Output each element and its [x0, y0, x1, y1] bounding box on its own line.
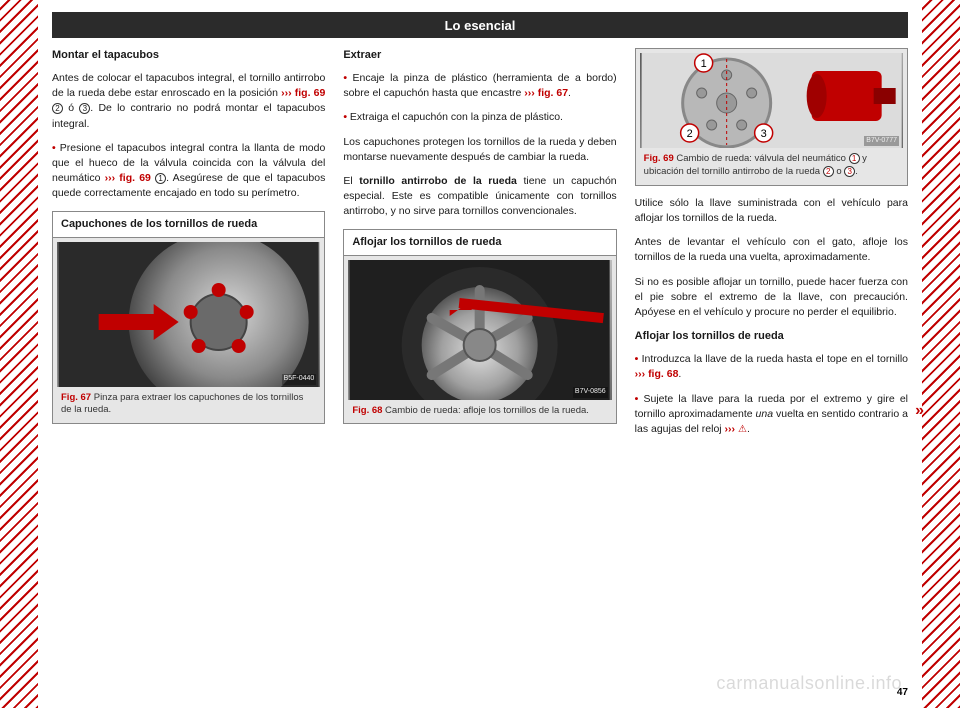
figure-69-caption: Fig. 69 Cambio de rueda: válvula del neu…	[640, 148, 903, 181]
continuation-icon: »	[915, 399, 924, 422]
paragraph: Antes de colocar el tapacubos integral, …	[52, 71, 325, 132]
cross-ref: ››› fig. 69	[105, 172, 151, 184]
callout-2: 2	[823, 166, 834, 177]
cross-ref: ››› fig. 68	[635, 368, 679, 380]
figure-68-image: B7V-0856	[348, 260, 611, 400]
hatch-border-right	[922, 0, 960, 708]
bullet-item: Encaje la pinza de plástico (herramienta…	[343, 71, 616, 101]
svg-text:3: 3	[760, 128, 766, 140]
hatch-border-left	[0, 0, 38, 708]
paragraph: Antes de levantar el vehículo con el gat…	[635, 235, 908, 265]
figure-67-caption: Fig. 67 Pinza para extraer los capuchone…	[57, 387, 320, 420]
column-2: Extraer Encaje la pinza de plástico (her…	[343, 48, 616, 446]
figure-67: B5F-0440 Fig. 67 Pinza para extraer los …	[52, 237, 325, 425]
paragraph: El tornillo antirrobo de la rueda tiene …	[343, 174, 616, 220]
column-1: Montar el tapacubos Antes de colocar el …	[52, 48, 325, 446]
page-content: Lo esencial Montar el tapacubos Antes de…	[52, 12, 908, 696]
callout-1: 1	[849, 153, 860, 164]
heading-aflojar: Aflojar los tornillos de rueda	[635, 329, 908, 345]
cross-ref: ››› fig. 67	[524, 87, 568, 99]
warning-icon: ⚠	[738, 424, 747, 435]
italic-term: una	[756, 408, 774, 420]
heading-montar: Montar el tapacubos	[52, 48, 325, 64]
callout-3: 3	[844, 166, 855, 177]
figure-67-image: B5F-0440	[57, 242, 320, 387]
figure-68-caption: Fig. 68 Cambio de rueda: afloje los torn…	[348, 400, 611, 420]
figure-69: 1 2 3 B7V-0777 Fig. 69 Cambio de rueda: …	[635, 48, 908, 186]
wheel-illustration-67	[57, 242, 320, 387]
svg-text:2: 2	[686, 128, 692, 140]
watermark: carmanualsonline.info	[716, 673, 902, 694]
heading-capuchones: Capuchones de los tornillos de rueda	[52, 211, 325, 237]
callout-1: 1	[155, 173, 166, 184]
figure-69-image: 1 2 3 B7V-0777	[640, 53, 903, 148]
bullet-item: Introduzca la llave de la rueda hasta el…	[635, 352, 908, 382]
bold-term: tornillo antirrobo de la rueda	[359, 175, 517, 187]
paragraph: Si no es posible aflojar un tornillo, pu…	[635, 275, 908, 321]
heading-extraer: Extraer	[343, 48, 616, 64]
callout-2: 2	[52, 103, 63, 114]
image-code: B7V-0856	[573, 387, 608, 397]
three-column-layout: Montar el tapacubos Antes de colocar el …	[52, 48, 908, 446]
callout-3: 3	[79, 103, 90, 114]
paragraph: Los capuchones protegen los tornillos de…	[343, 135, 616, 165]
section-header: Lo esencial	[52, 12, 908, 38]
figure-68: B7V-0856 Fig. 68 Cambio de rueda: afloje…	[343, 255, 616, 425]
svg-text:1: 1	[700, 58, 706, 70]
image-code: B7V-0777	[864, 136, 899, 146]
wheel-illustration-68	[348, 260, 611, 400]
image-code: B5F-0440	[282, 374, 317, 384]
paragraph: Utilice sólo la llave suministrada con e…	[635, 196, 908, 226]
bullet-item: Presione el tapacubos integral contra la…	[52, 141, 325, 202]
bullet-item: Extraiga el capuchón con la pinza de plá…	[343, 110, 616, 125]
cross-ref: ››› fig. 69	[281, 87, 325, 99]
bullet-item: Sujete la llave para la rueda por el ext…	[635, 392, 908, 438]
column-3: 1 2 3 B7V-0777 Fig. 69 Cambio de rueda: …	[635, 48, 908, 446]
cross-ref: ›››	[725, 423, 738, 435]
heading-aflojar-box: Aflojar los tornillos de rueda	[343, 229, 616, 255]
wheel-illustration-69: 1 2 3	[640, 53, 903, 148]
